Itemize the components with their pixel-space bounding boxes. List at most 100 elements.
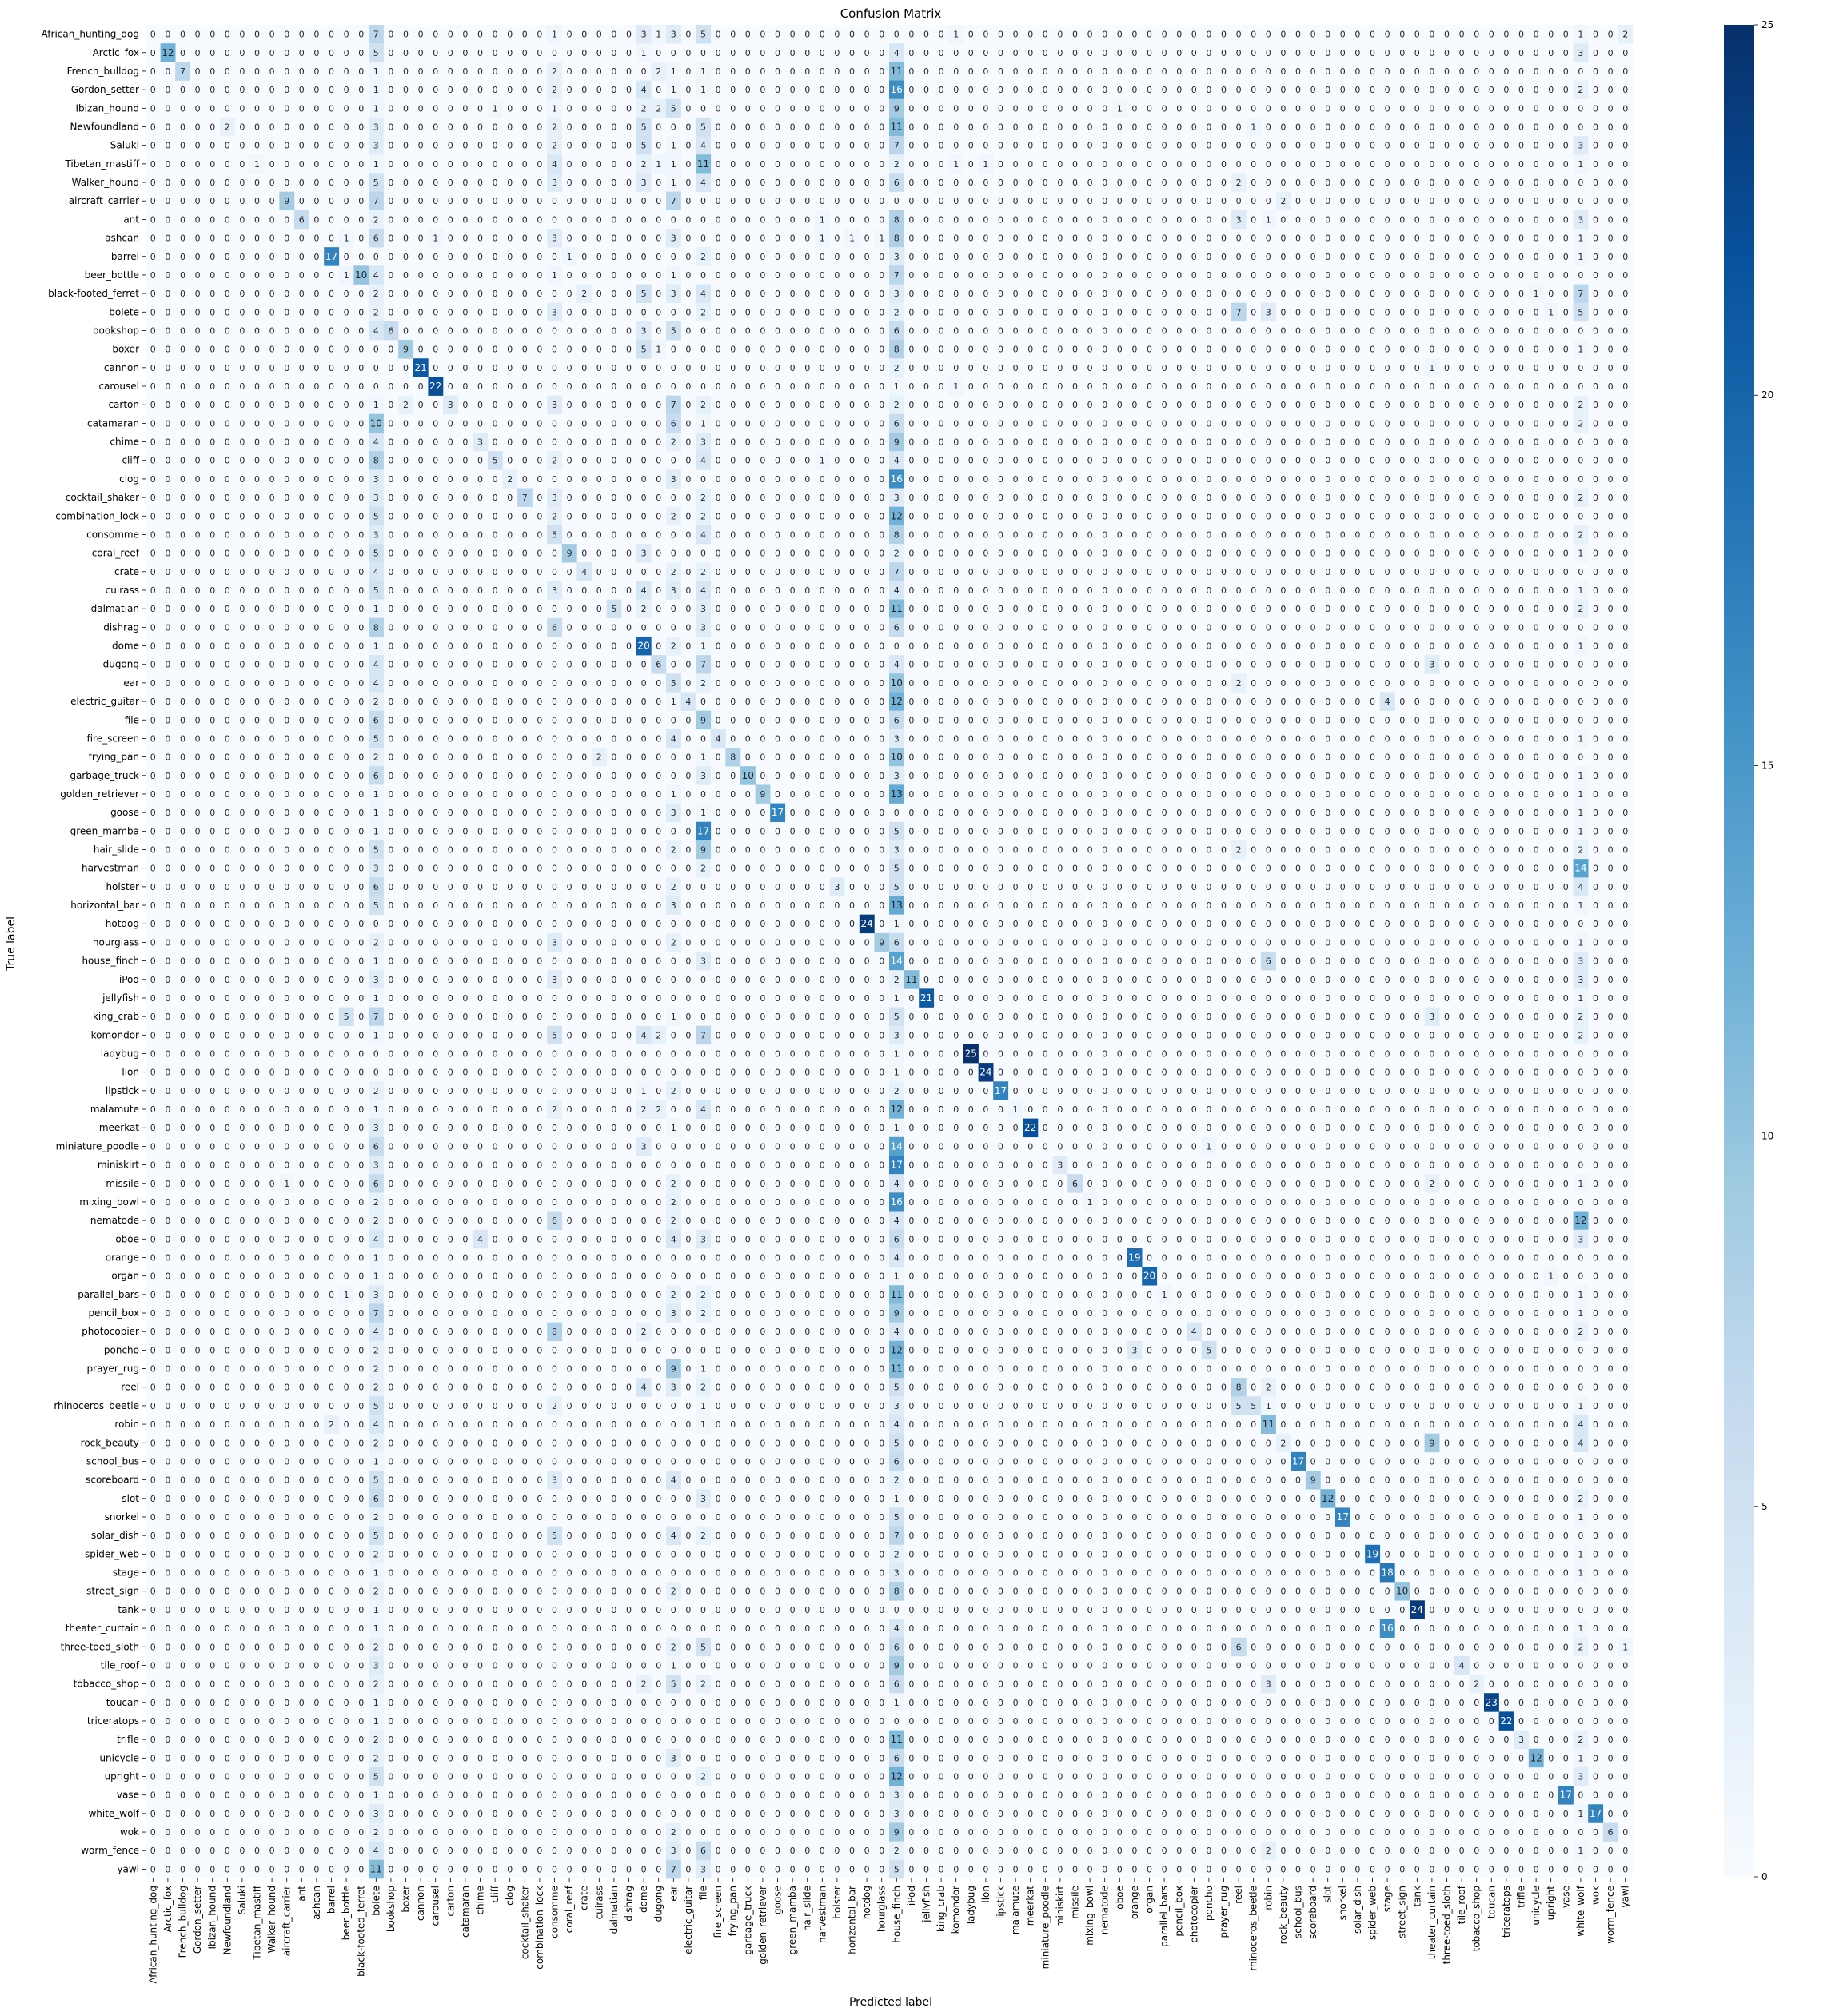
- cell-value: 0: [1147, 549, 1152, 559]
- cell-value: 0: [953, 141, 959, 151]
- cell-value: 0: [493, 622, 498, 633]
- cell-value: 0: [165, 604, 170, 614]
- cell-value: 0: [507, 845, 513, 856]
- cell-value: 0: [1176, 289, 1182, 299]
- cell-value: 0: [983, 660, 988, 670]
- cell-value: 0: [1131, 141, 1137, 151]
- cell-value: 1: [820, 234, 825, 244]
- cell-value: 0: [879, 474, 884, 485]
- cell-value: 0: [953, 474, 959, 485]
- cell-value: 0: [1414, 678, 1420, 689]
- cell-value: 0: [1087, 474, 1093, 485]
- cell-value: 0: [1429, 30, 1434, 40]
- cell-value: 0: [1459, 178, 1465, 188]
- cell-value: 0: [1057, 437, 1063, 448]
- cell-value: 0: [1310, 753, 1316, 763]
- cell-value: 0: [1251, 325, 1256, 336]
- cell-value: 0: [1414, 159, 1420, 170]
- cell-value: 0: [1087, 511, 1093, 521]
- heatmap-cell: [904, 970, 920, 989]
- cell-value: 0: [433, 660, 438, 670]
- cell-value: 0: [939, 381, 944, 392]
- cell-value: 0: [1206, 826, 1211, 836]
- heatmap-cell: [696, 25, 712, 44]
- cell-value: 0: [1176, 66, 1182, 77]
- cell-value: 0: [209, 418, 215, 429]
- cell-value: 0: [537, 753, 542, 763]
- cell-value: 0: [908, 270, 914, 281]
- cell-value: 0: [507, 85, 513, 95]
- cell-value: 0: [1266, 622, 1271, 633]
- cell-value: 1: [700, 85, 706, 95]
- cell-value: 0: [1191, 214, 1197, 225]
- cell-value: 0: [552, 604, 557, 614]
- cell-value: 0: [685, 30, 691, 40]
- cell-value: 0: [299, 733, 305, 744]
- cell-value: 0: [596, 345, 602, 355]
- cell-value: 0: [1608, 214, 1614, 225]
- cell-value: 0: [804, 789, 810, 800]
- cell-value: 0: [968, 85, 974, 95]
- cell-value: 0: [641, 511, 647, 521]
- cell-value: 0: [358, 400, 364, 410]
- cell-value: 0: [1147, 697, 1152, 707]
- cell-value: 0: [804, 826, 810, 836]
- cell-value: 0: [998, 400, 1003, 410]
- cell-value: 0: [1459, 214, 1465, 225]
- cell-value: 0: [1444, 214, 1450, 225]
- cell-value: 0: [716, 66, 721, 77]
- cell-value: 0: [150, 325, 156, 336]
- cell-value: 0: [1102, 307, 1107, 317]
- cell-value: 0: [269, 660, 275, 670]
- cell-value: 0: [790, 345, 796, 355]
- cell-value: 1: [983, 159, 988, 170]
- cell-value: 7: [894, 567, 900, 577]
- cell-value: 0: [1206, 307, 1211, 317]
- cell-value: 0: [1087, 159, 1093, 170]
- cell-value: 0: [1191, 85, 1197, 95]
- cell-value: 0: [1444, 771, 1450, 781]
- cell-value: 0: [1354, 325, 1360, 336]
- cell-value: 0: [849, 159, 855, 170]
- cell-value: 0: [209, 30, 215, 40]
- cell-value: 0: [1593, 549, 1598, 559]
- cell-value: 0: [924, 641, 929, 652]
- cell-value: 9: [894, 437, 900, 448]
- cell-value: 0: [1027, 493, 1033, 503]
- heatmap-cell: [889, 692, 904, 711]
- cell-value: 0: [254, 178, 260, 188]
- cell-value: 0: [313, 753, 319, 763]
- cell-value: 0: [313, 437, 319, 448]
- cell-value: 0: [968, 456, 974, 466]
- cell-value: 0: [358, 252, 364, 262]
- cell-value: 0: [1236, 529, 1242, 540]
- heatmap-cell: [889, 1118, 904, 1138]
- cell-value: 0: [864, 48, 870, 58]
- cell-value: 0: [1057, 585, 1063, 596]
- cell-value: 0: [1593, 418, 1598, 429]
- cell-value: 0: [745, 270, 751, 281]
- cell-value: 0: [1072, 418, 1078, 429]
- cell-value: 0: [1013, 567, 1019, 577]
- cell-value: 0: [1444, 307, 1450, 317]
- cell-value: 0: [1162, 234, 1167, 244]
- cell-value: 0: [1399, 400, 1405, 410]
- cell-value: 0: [1087, 234, 1093, 244]
- cell-value: 0: [329, 493, 334, 503]
- heatmap-cell: [473, 432, 489, 452]
- cell-value: 0: [195, 141, 201, 151]
- cell-value: 0: [329, 363, 334, 373]
- heatmap-cell: [636, 80, 652, 100]
- cell-value: 0: [493, 85, 498, 95]
- cell-value: 0: [849, 345, 855, 355]
- cell-value: 0: [760, 585, 765, 596]
- cell-value: 0: [611, 381, 616, 392]
- cell-value: 0: [1057, 85, 1063, 95]
- cell-value: 0: [1444, 400, 1450, 410]
- cell-value: 0: [180, 678, 185, 689]
- cell-value: 0: [1087, 307, 1093, 317]
- cell-value: 0: [462, 826, 468, 836]
- cell-value: 0: [1221, 789, 1227, 800]
- cell-value: 0: [641, 733, 647, 744]
- cell-value: 0: [790, 585, 796, 596]
